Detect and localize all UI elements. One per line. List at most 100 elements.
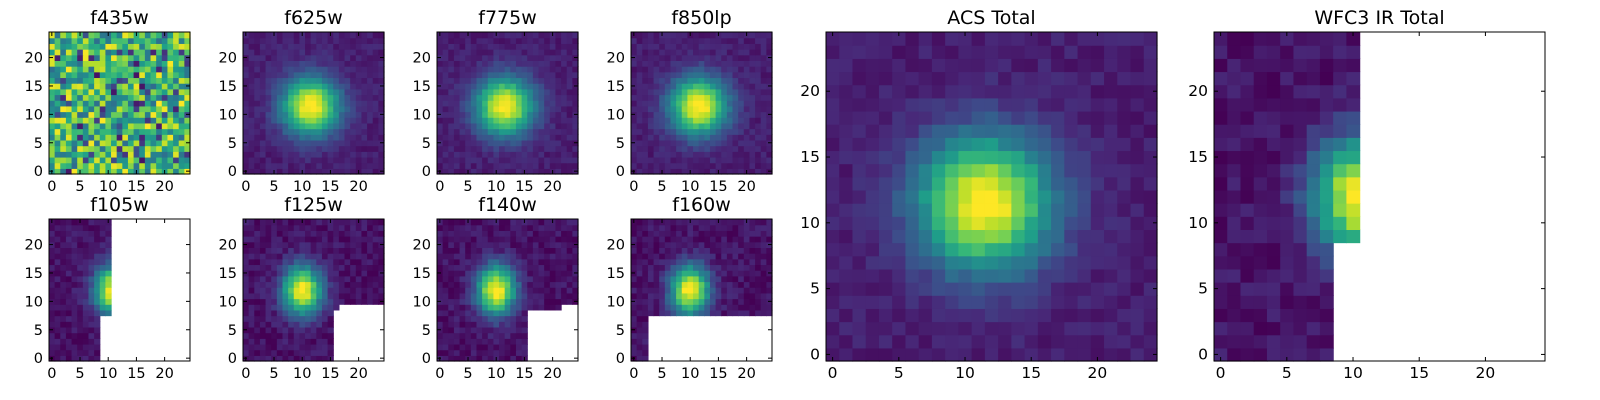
heatmap-cell [338, 134, 346, 141]
heatmap-cell [743, 151, 751, 158]
heatmap-cell [82, 315, 90, 322]
heatmap-cell [265, 224, 272, 231]
heatmap-cell [693, 37, 700, 44]
heatmap-cell [94, 117, 101, 124]
heatmap-cell [310, 224, 317, 231]
heatmap-cell [766, 32, 773, 39]
heatmap-cell [367, 77, 374, 84]
heatmap-cell [521, 156, 528, 164]
heatmap-cell [527, 236, 534, 243]
heatmap-cell [437, 37, 444, 44]
heatmap-cell [470, 355, 478, 362]
heatmap-cell [726, 241, 734, 248]
heatmap-cell [367, 49, 374, 56]
heatmap-cell [321, 105, 329, 113]
heatmap-cell [82, 162, 90, 169]
heatmap-cell [139, 145, 146, 152]
heatmap-cell [77, 71, 84, 79]
heatmap-cell [738, 94, 745, 101]
heatmap-cell [715, 156, 722, 164]
heatmap-cell [333, 258, 340, 266]
heatmap-cell [161, 49, 169, 56]
heatmap-cell [305, 258, 312, 266]
heatmap-cell [276, 219, 284, 226]
heatmap-cell [470, 241, 478, 248]
heatmap-cell [670, 162, 677, 169]
heatmap-cell [1130, 242, 1145, 257]
heatmap-cell [316, 247, 323, 254]
heatmap-cell [310, 264, 317, 271]
panel-title: f435w [90, 7, 149, 29]
heatmap-cell [367, 122, 374, 130]
heatmap-cell [310, 270, 317, 277]
heatmap-cell [738, 156, 745, 164]
heatmap-cell [538, 258, 545, 266]
heatmap-cell [958, 308, 973, 323]
heatmap-cell [504, 88, 511, 96]
heatmap-cell [482, 151, 489, 158]
heatmap-cell [918, 334, 933, 349]
heatmap-cell [515, 134, 523, 141]
heatmap-cell [538, 219, 545, 226]
heatmap-cell [515, 355, 523, 362]
heatmap-cell [82, 83, 90, 90]
heatmap-cell [493, 338, 500, 345]
heatmap-cell [504, 134, 511, 141]
heatmap-cell [459, 281, 466, 288]
heatmap-cell [71, 122, 78, 130]
heatmap-cell [248, 287, 255, 294]
heatmap-cell [958, 242, 973, 257]
heatmap-cell [538, 253, 545, 260]
heatmap-cell [892, 255, 907, 270]
heatmap-cell [437, 105, 444, 113]
heatmap-cell [459, 54, 466, 61]
heatmap-cell [755, 54, 762, 61]
heatmap-cell [54, 117, 61, 124]
heatmap-cell [327, 224, 334, 231]
heatmap-cell [572, 60, 579, 67]
heatmap-cell [631, 315, 638, 322]
heatmap-cell [766, 236, 773, 243]
heatmap-cell [305, 168, 312, 175]
heatmap-cell [852, 268, 867, 283]
heatmap-cell [156, 134, 163, 141]
y-tick-label: 0 [422, 164, 431, 180]
heatmap-cell [566, 54, 573, 61]
heatmap-cell [755, 49, 762, 56]
heatmap-cell [355, 117, 363, 124]
heatmap-cell [1090, 216, 1105, 230]
heatmap-cell [743, 236, 751, 243]
heatmap-cell [826, 255, 840, 270]
heatmap-cell [448, 37, 455, 44]
heatmap-cell [760, 83, 767, 90]
heatmap-cell [453, 298, 461, 305]
heatmap-cell [265, 32, 272, 39]
heatmap-cell [704, 304, 711, 311]
heatmap-cell [715, 298, 722, 305]
heatmap-cell [721, 298, 728, 305]
heatmap-cell [305, 338, 312, 345]
heatmap-cell [144, 122, 152, 130]
heatmap-cell [493, 111, 500, 118]
heatmap-cell [282, 343, 289, 351]
heatmap-cell [760, 275, 767, 283]
heatmap-cell [659, 54, 666, 61]
heatmap-cell [715, 49, 722, 56]
heatmap-cell [265, 83, 272, 90]
heatmap-cell [555, 145, 562, 152]
heatmap-cell [538, 224, 545, 231]
heatmap-cell [94, 66, 101, 73]
heatmap-cell [760, 281, 767, 288]
heatmap-cell [299, 162, 306, 169]
heatmap-cell [482, 338, 489, 345]
heatmap-cell [254, 270, 261, 277]
heatmap-cell [647, 298, 655, 305]
heatmap-cell [265, 60, 272, 67]
heatmap-cell [60, 247, 67, 254]
heatmap-cell [476, 105, 483, 113]
heatmap-cell [293, 338, 300, 345]
heatmap-cell [344, 66, 351, 73]
x-tick-label: 5 [75, 366, 84, 382]
heatmap-cell [732, 264, 739, 271]
heatmap-cell [631, 122, 638, 130]
